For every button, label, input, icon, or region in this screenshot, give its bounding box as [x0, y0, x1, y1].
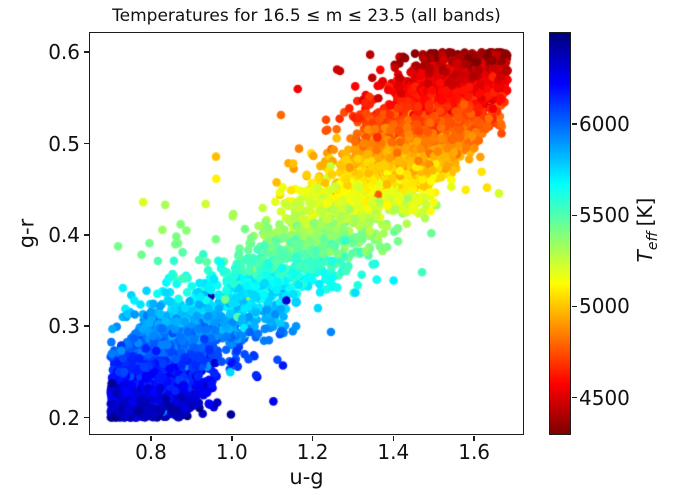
colorbar-tick-mark: [571, 123, 577, 125]
y-tick-label: 0.2: [48, 405, 80, 430]
colorbar-label-unit: [K]: [633, 197, 657, 227]
x-tick-label: 1.0: [215, 440, 248, 464]
y-tick-label: 0.4: [48, 222, 80, 247]
x-tick-mark: [150, 435, 152, 441]
colorbar: [548, 31, 571, 435]
x-tick-mark: [231, 435, 233, 441]
colorbar-tick-label: 5500: [579, 203, 630, 228]
x-tick-label: 1.2: [296, 440, 329, 464]
y-tick-mark: [83, 416, 89, 419]
y-tick-mark: [83, 142, 89, 145]
x-tick-label: 0.8: [135, 440, 167, 464]
colorbar-label-symbol: T: [633, 250, 657, 263]
colorbar-tick-mark: [571, 214, 577, 217]
y-tick-label: 0.3: [48, 314, 80, 339]
colorbar-tick-label: 4500: [579, 385, 630, 410]
colorbar-tick-mark: [571, 305, 577, 308]
colorbar-gradient-canvas: [549, 32, 570, 434]
colorbar-tick-label: 6000: [579, 112, 630, 137]
x-tick-mark: [311, 435, 314, 441]
x-tick-label: 1.4: [377, 440, 410, 464]
y-tick-mark: [83, 234, 89, 236]
y-tick-mark: [83, 51, 89, 53]
y-tick-label: 0.5: [48, 131, 80, 156]
scatter-points-canvas: [89, 32, 523, 434]
colorbar-tick-mark: [571, 396, 577, 399]
plot-frame: [88, 31, 524, 435]
colorbar-tick-label: 5000: [579, 294, 630, 319]
y-tick-label: 0.6: [48, 40, 80, 65]
colorbar-label: Teff [K]: [633, 185, 661, 275]
x-tick-mark: [392, 435, 395, 441]
x-axis-label: u-g: [289, 465, 324, 489]
colorbar-label-subscript: eff: [645, 231, 661, 251]
y-tick-mark: [83, 325, 89, 327]
chart-title: Temperatures for 16.5 ≤ m ≤ 23.5 (all ba…: [112, 6, 501, 26]
x-tick-mark: [473, 435, 475, 441]
x-tick-label: 1.6: [458, 440, 491, 464]
